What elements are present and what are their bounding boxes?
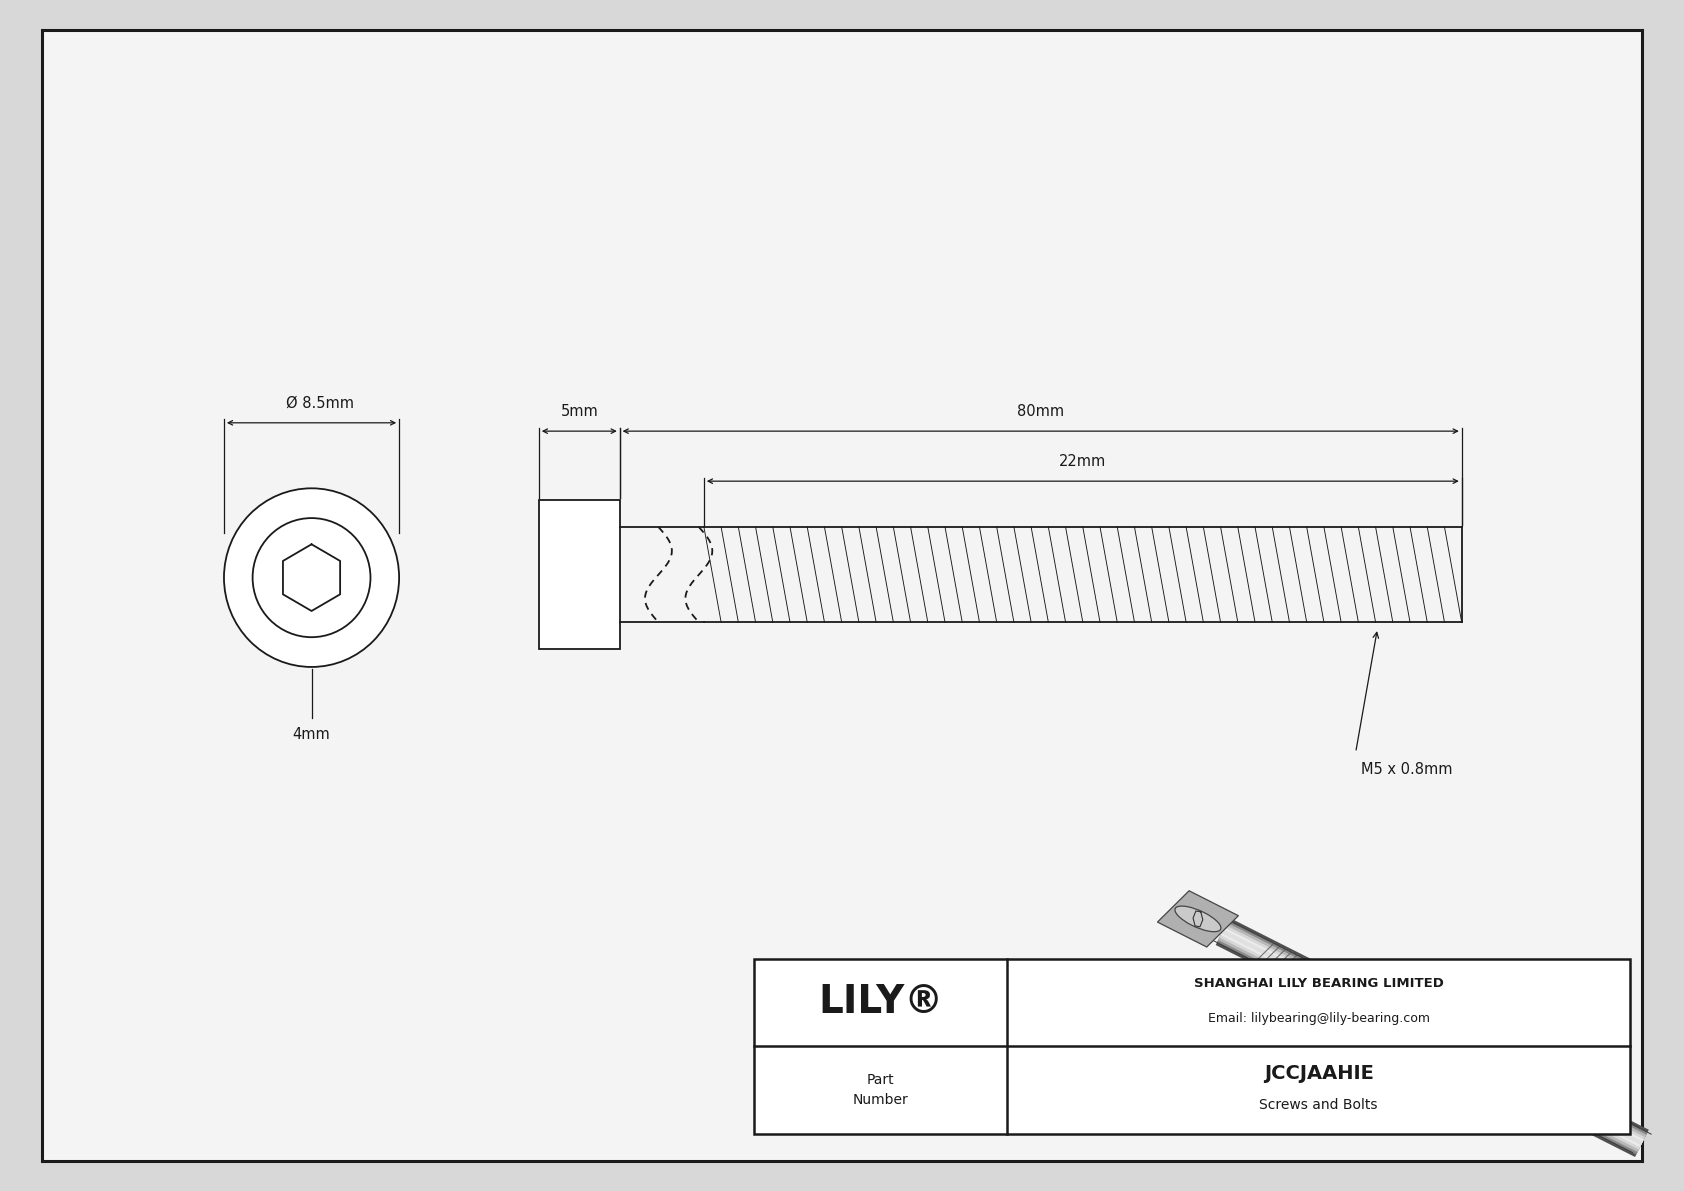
Text: JCCJAAHIE: JCCJAAHIE [1263,1064,1374,1083]
Text: 5mm: 5mm [561,404,598,419]
Text: 22mm: 22mm [1059,454,1106,469]
Text: M5 x 0.8mm: M5 x 0.8mm [1361,762,1452,778]
Text: Email: lilybearing@lily-bearing.com: Email: lilybearing@lily-bearing.com [1207,1012,1430,1025]
Text: 80mm: 80mm [1017,404,1064,419]
Text: 4mm: 4mm [293,727,330,742]
Ellipse shape [253,518,370,637]
Bar [539,500,620,649]
Ellipse shape [1175,906,1221,931]
Text: Screws and Bolts: Screws and Bolts [1260,1098,1378,1112]
Polygon shape [1157,891,1238,947]
Text: SHANGHAI LILY BEARING LIMITED: SHANGHAI LILY BEARING LIMITED [1194,977,1443,990]
Text: Ø 8.5mm: Ø 8.5mm [286,395,354,411]
Ellipse shape [224,488,399,667]
Text: LILY®: LILY® [818,984,943,1021]
Text: Part
Number: Part Number [852,1073,909,1106]
Bar [754,959,1630,1134]
